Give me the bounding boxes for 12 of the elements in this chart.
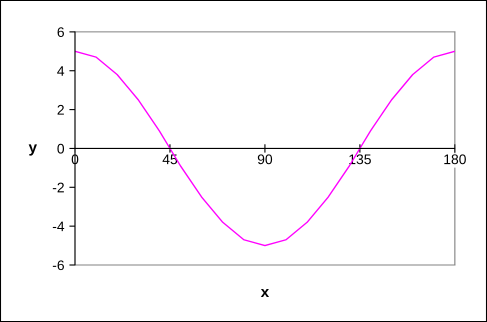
x-tick-label: 180 <box>444 154 466 164</box>
y-tick-label: -2 <box>52 182 64 192</box>
y-tick-label: 2 <box>58 104 64 115</box>
y-tick-label: -4 <box>52 222 64 232</box>
y-tick-label: 6 <box>58 27 64 38</box>
x-tick-label: 90 <box>258 154 272 164</box>
y-axis-title: y <box>28 144 37 156</box>
y-tick-label: 4 <box>57 66 64 76</box>
y-tick-label: -6 <box>52 260 64 270</box>
y-tick-label: 0 <box>57 144 64 154</box>
x-axis-title: x <box>260 288 270 298</box>
x-tick-label: 45 <box>162 154 178 164</box>
